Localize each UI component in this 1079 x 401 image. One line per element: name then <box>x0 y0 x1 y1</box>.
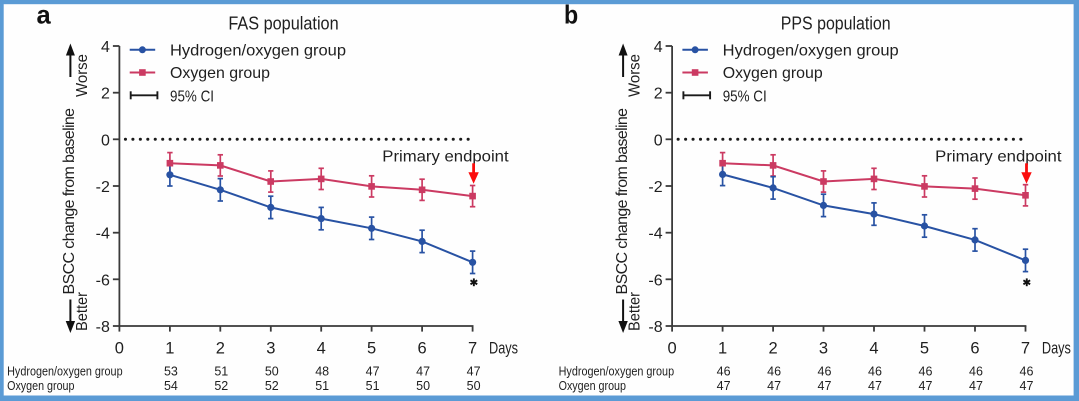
svg-text:47: 47 <box>1020 379 1034 393</box>
svg-text:Hydrogen/oxygen group: Hydrogen/oxygen group <box>7 365 123 379</box>
svg-text:47: 47 <box>868 379 882 393</box>
svg-text:Hydrogen/oxygen group: Hydrogen/oxygen group <box>559 365 675 379</box>
svg-text:47: 47 <box>969 379 983 393</box>
svg-text:PPS population: PPS population <box>781 13 891 33</box>
svg-text:1: 1 <box>718 339 727 357</box>
svg-text:Worse: Worse <box>627 54 644 97</box>
svg-text:Hydrogen/oxygen group: Hydrogen/oxygen group <box>723 43 899 60</box>
svg-text:Better: Better <box>627 292 644 331</box>
svg-text:47: 47 <box>467 364 481 378</box>
svg-text:Primary endpoint: Primary endpoint <box>935 149 1062 166</box>
svg-text:4: 4 <box>317 339 326 357</box>
svg-text:Oxygen group: Oxygen group <box>559 379 626 393</box>
svg-text:Primary endpoint: Primary endpoint <box>382 149 509 166</box>
svg-text:Oxygen group: Oxygen group <box>170 65 270 82</box>
svg-text:50: 50 <box>265 364 279 378</box>
svg-text:0: 0 <box>668 339 677 357</box>
svg-text:47: 47 <box>717 379 731 393</box>
svg-text:48: 48 <box>315 364 329 378</box>
svg-text:47: 47 <box>818 379 832 393</box>
svg-text:0: 0 <box>654 132 663 149</box>
svg-text:-4: -4 <box>648 226 662 243</box>
svg-text:Better: Better <box>74 292 91 331</box>
svg-text:5: 5 <box>367 339 376 357</box>
svg-text:54: 54 <box>164 379 178 393</box>
svg-text:-4: -4 <box>96 226 110 243</box>
svg-text:-6: -6 <box>96 272 110 289</box>
svg-text:46: 46 <box>868 364 882 378</box>
svg-text:2: 2 <box>101 86 110 103</box>
svg-text:5: 5 <box>920 339 929 357</box>
svg-text:Hydrogen/oxygen group: Hydrogen/oxygen group <box>170 43 346 60</box>
svg-text:7: 7 <box>468 339 477 357</box>
svg-text:47: 47 <box>919 379 933 393</box>
svg-text:0: 0 <box>101 132 110 149</box>
svg-text:-8: -8 <box>96 319 110 336</box>
svg-text:46: 46 <box>717 364 731 378</box>
svg-text:BSCC change from baseline: BSCC change from baseline <box>61 108 78 295</box>
svg-text:6: 6 <box>970 339 979 357</box>
svg-text:50: 50 <box>467 379 481 393</box>
svg-text:BSCC change from baseline: BSCC change from baseline <box>614 108 631 295</box>
svg-text:Days: Days <box>1042 339 1071 357</box>
svg-text:6: 6 <box>418 339 427 357</box>
svg-text:46: 46 <box>1020 364 1034 378</box>
svg-text:b: b <box>564 0 578 30</box>
svg-text:FAS population: FAS population <box>228 13 338 33</box>
svg-text:2: 2 <box>769 339 778 357</box>
svg-text:46: 46 <box>919 364 933 378</box>
svg-text:50: 50 <box>416 379 430 393</box>
svg-text:53: 53 <box>164 364 178 378</box>
svg-text:52: 52 <box>214 379 228 393</box>
svg-text:46: 46 <box>969 364 983 378</box>
svg-text:4: 4 <box>101 39 110 56</box>
svg-text:Worse: Worse <box>74 54 91 97</box>
svg-text:46: 46 <box>767 364 781 378</box>
svg-text:Oxygen group: Oxygen group <box>723 65 823 82</box>
svg-text:51: 51 <box>315 379 329 393</box>
svg-text:2: 2 <box>216 339 225 357</box>
svg-text:47: 47 <box>416 364 430 378</box>
svg-text:Oxygen group: Oxygen group <box>7 379 74 393</box>
svg-text:3: 3 <box>266 339 275 357</box>
svg-text:Days: Days <box>489 339 518 357</box>
svg-text:-6: -6 <box>648 272 662 289</box>
svg-text:51: 51 <box>214 364 228 378</box>
svg-text:1: 1 <box>165 339 174 357</box>
svg-text:-2: -2 <box>96 179 110 196</box>
svg-text:-8: -8 <box>648 319 662 336</box>
svg-text:47: 47 <box>366 364 380 378</box>
svg-text:a: a <box>37 0 52 30</box>
svg-text:52: 52 <box>265 379 279 393</box>
svg-text:4: 4 <box>654 39 663 56</box>
svg-text:95% CI: 95% CI <box>723 88 767 105</box>
svg-text:2: 2 <box>654 86 663 103</box>
svg-text:7: 7 <box>1021 339 1030 357</box>
svg-text:0: 0 <box>115 339 124 357</box>
svg-text:51: 51 <box>366 379 380 393</box>
svg-text:-2: -2 <box>648 179 662 196</box>
svg-text:95% CI: 95% CI <box>170 88 214 105</box>
svg-text:3: 3 <box>819 339 828 357</box>
svg-text:47: 47 <box>767 379 781 393</box>
svg-text:46: 46 <box>818 364 832 378</box>
svg-text:4: 4 <box>869 339 878 357</box>
